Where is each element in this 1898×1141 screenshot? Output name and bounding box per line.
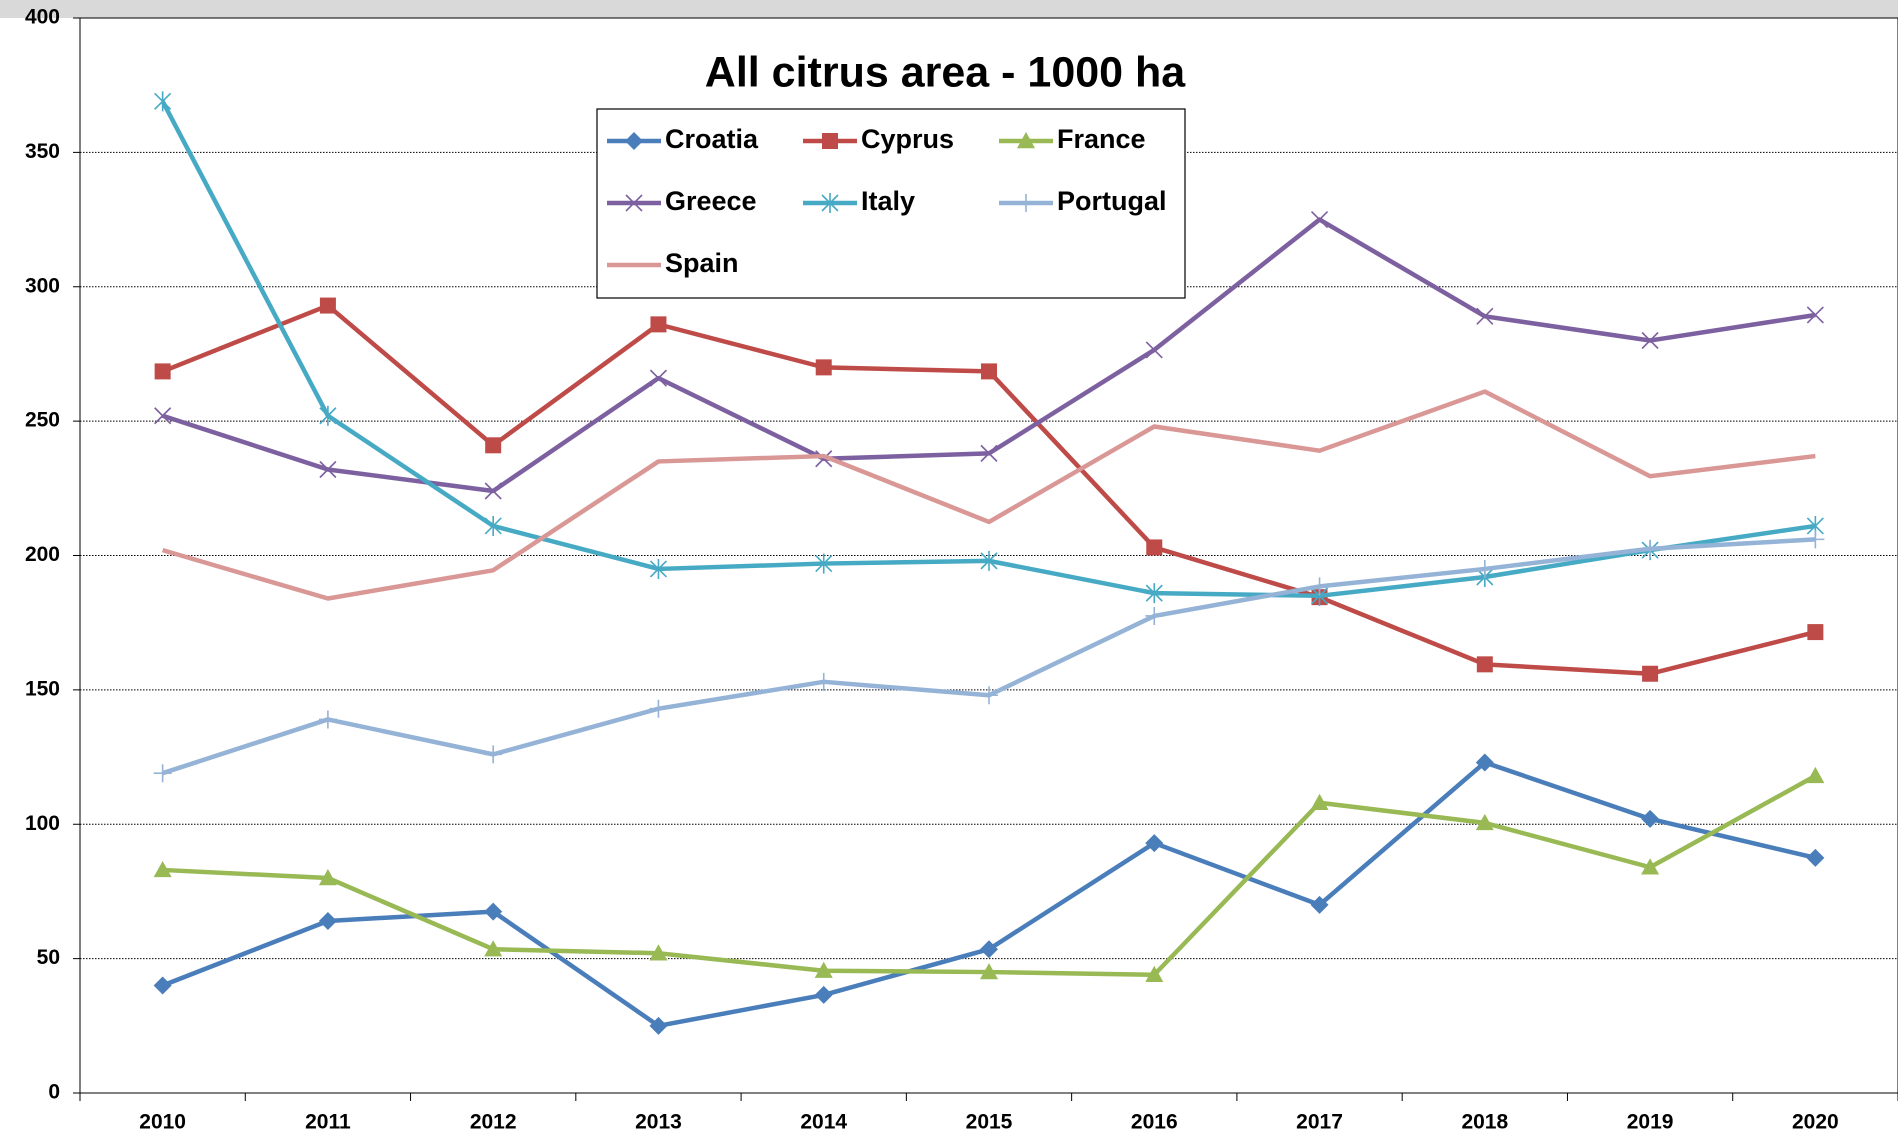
marker: [649, 369, 668, 387]
legend: [596, 108, 1186, 299]
marker: [649, 699, 668, 718]
legend-label: Spain: [665, 248, 739, 278]
x-tick-label: 2015: [966, 1111, 1013, 1134]
marker: [815, 359, 832, 376]
marker: [1641, 809, 1660, 828]
marker: [1641, 331, 1659, 350]
marker: [1145, 965, 1164, 982]
x-tick-label: 2019: [1627, 1111, 1674, 1134]
marker: [980, 963, 998, 980]
marker: [1017, 132, 1035, 149]
marker: [815, 553, 833, 574]
marker: [650, 316, 667, 333]
marker: [980, 444, 998, 462]
marker: [1310, 895, 1329, 914]
x-tick-label: 2013: [635, 1111, 682, 1134]
y-tick-label: 300: [25, 274, 60, 297]
marker: [1807, 624, 1824, 641]
legend-label: France: [1057, 124, 1146, 154]
marker: [318, 869, 337, 886]
marker: [814, 985, 833, 1004]
marker: [319, 297, 336, 314]
marker: [1806, 306, 1824, 324]
marker: [1475, 813, 1494, 831]
marker: [649, 558, 668, 579]
marker: [484, 940, 503, 957]
marker: [319, 405, 337, 426]
x-tick-label: 2014: [800, 1111, 847, 1134]
marker: [980, 940, 998, 959]
marker: [980, 686, 998, 705]
marker: [153, 976, 172, 995]
legend-label: Greece: [665, 186, 757, 216]
legend-label: Cyprus: [861, 124, 954, 154]
marker: [154, 91, 172, 112]
series-line: [162, 389, 1816, 601]
marker: [981, 363, 997, 380]
marker: [1475, 559, 1494, 578]
marker: [1641, 539, 1660, 558]
x-tick-label: 2012: [470, 1111, 517, 1134]
marker: [814, 961, 833, 978]
marker: [153, 764, 172, 783]
chart-frame: [0, 0, 1898, 18]
y-tick-label: 400: [25, 6, 60, 29]
marker: [1641, 858, 1660, 875]
marker: [153, 860, 172, 878]
marker: [1806, 530, 1825, 549]
marker: [484, 482, 502, 500]
marker: [484, 515, 502, 536]
legend-label: Croatia: [665, 124, 759, 154]
marker: [485, 437, 502, 454]
marker: [980, 550, 998, 571]
marker: [1310, 210, 1329, 229]
y-tick-label: 250: [25, 409, 60, 432]
x-tick-label: 2017: [1296, 1111, 1343, 1134]
marker: [649, 944, 668, 961]
y-tick-label: 100: [25, 812, 60, 835]
y-tick-label: 0: [48, 1081, 60, 1104]
marker: [1806, 766, 1825, 784]
y-tick-label: 200: [25, 543, 60, 566]
marker: [1310, 577, 1329, 596]
x-tick-label: 2010: [139, 1111, 186, 1134]
x-tick-label: 2016: [1131, 1111, 1178, 1134]
marker: [1806, 848, 1825, 867]
y-tick-label: 150: [25, 677, 60, 700]
marker: [821, 193, 839, 213]
marker: [1017, 194, 1035, 212]
marker: [1145, 606, 1164, 625]
marker: [319, 460, 337, 479]
x-tick-label: 2011: [305, 1111, 351, 1134]
marker: [625, 132, 643, 150]
marker: [1476, 656, 1493, 673]
marker: [318, 912, 337, 930]
marker: [154, 407, 172, 425]
marker: [815, 450, 833, 468]
marker: [154, 363, 171, 380]
marker: [1145, 834, 1164, 853]
y-tick-label: 50: [37, 946, 60, 969]
marker: [1475, 753, 1494, 772]
marker: [484, 745, 503, 764]
legend-label: Italy: [861, 186, 915, 216]
x-tick-label: 2018: [1461, 1111, 1508, 1134]
x-tick-label: 2020: [1792, 1111, 1839, 1134]
marker: [822, 133, 838, 149]
marker: [1146, 539, 1163, 556]
legend-label: Portugal: [1057, 186, 1167, 216]
marker: [1476, 307, 1494, 325]
chart-title: All citrus area - 1000 ha: [705, 48, 1186, 96]
marker: [625, 194, 643, 212]
marker: [1145, 341, 1163, 359]
marker: [484, 902, 503, 921]
y-tick-label: 350: [25, 140, 60, 163]
marker: [1145, 583, 1163, 604]
marker: [1310, 793, 1329, 810]
marker: [318, 710, 337, 729]
marker: [649, 1016, 668, 1035]
marker: [1642, 665, 1659, 682]
marker: [814, 672, 833, 691]
